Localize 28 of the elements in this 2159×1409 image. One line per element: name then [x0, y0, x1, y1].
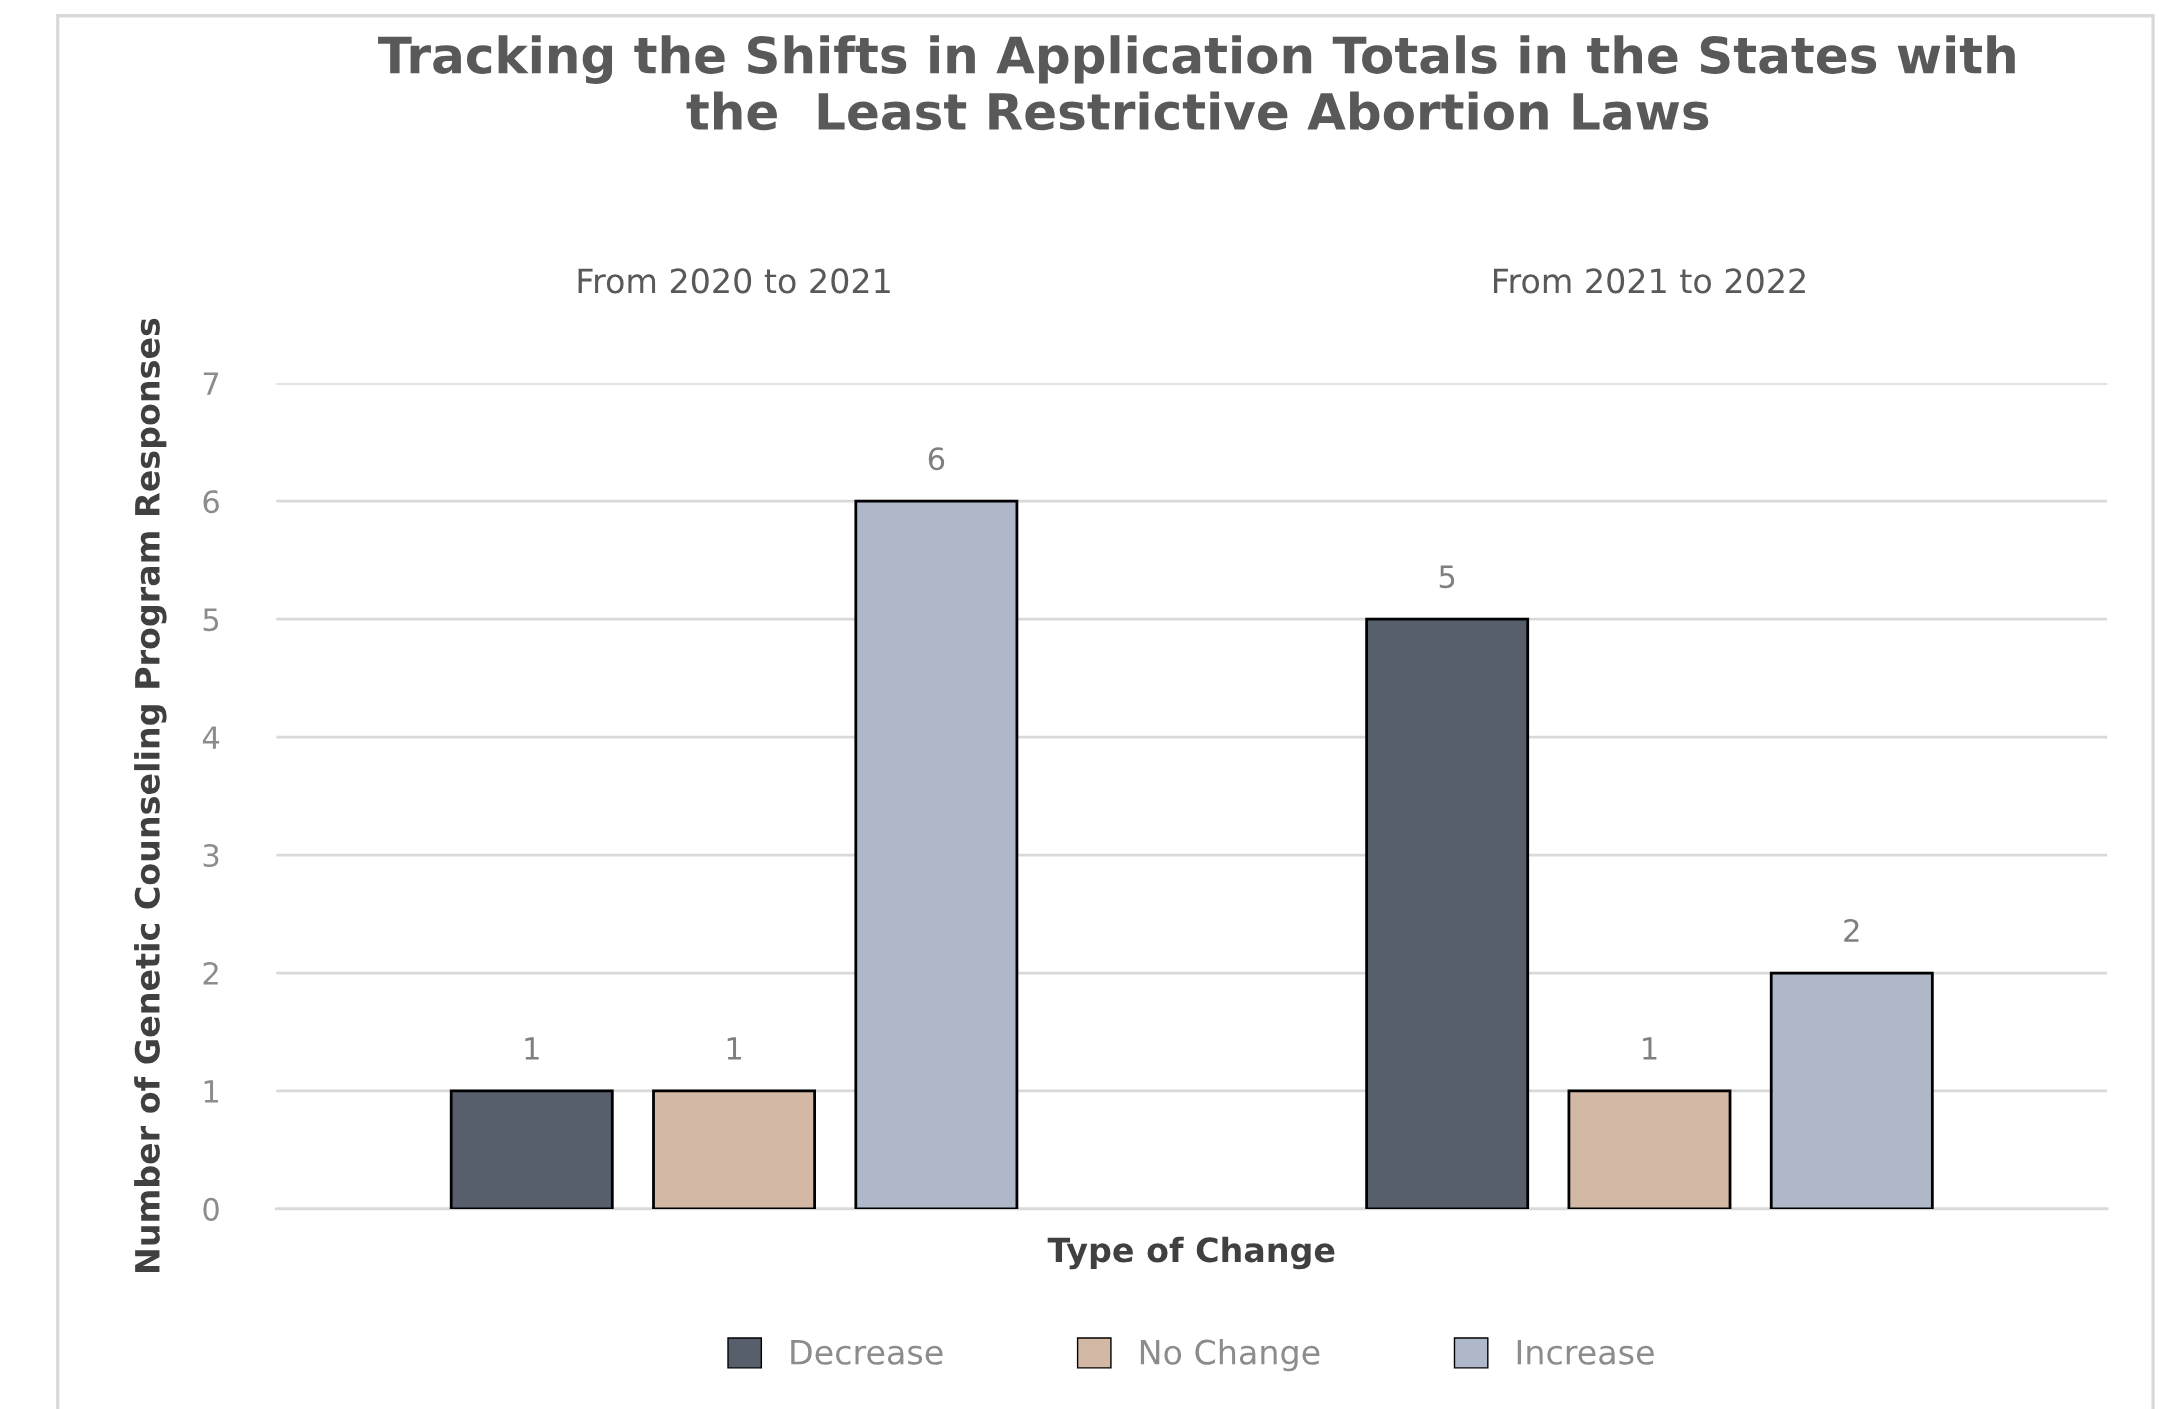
bar	[1567, 1089, 1732, 1209]
data-label: 1	[1643, 1037, 1657, 1060]
data-label: 5	[1439, 565, 1455, 589]
data-label: 6	[928, 447, 945, 471]
y-tick-label: 2	[203, 961, 218, 985]
y-tick-label: 6	[203, 490, 219, 514]
y-tick-label: 7	[203, 372, 219, 395]
data-label: 1	[727, 1037, 741, 1060]
bar	[652, 1089, 817, 1209]
bar	[1365, 617, 1530, 1209]
chart-title: Tracking the Shifts in Application Totals in the States with the Least Restrictive Abortion Laws	[378, 35, 2015, 131]
y-tick-label: 5	[203, 608, 219, 632]
legend-label: Increase	[1517, 1340, 1654, 1365]
y-axis-title: Number of Genetic Counseling Program Responses	[134, 318, 167, 1273]
x-axis-title: Type of Change	[1047, 1236, 1335, 1270]
x-tick-label: From 2020 to 2021	[578, 268, 890, 294]
y-tick-label: 4	[202, 726, 220, 749]
bar	[449, 1089, 614, 1209]
y-tick-label: 3	[203, 843, 219, 868]
bar	[854, 499, 1019, 1209]
data-label: 1	[525, 1037, 539, 1060]
y-tick-label: 1	[204, 1080, 218, 1103]
legend-label: No Change	[1140, 1339, 1320, 1372]
data-label: 2	[1844, 918, 1859, 942]
x-tick-label: From 2021 to 2022	[1494, 268, 1805, 294]
legend-label: Decrease	[791, 1340, 943, 1365]
y-tick-label: 0	[203, 1197, 219, 1221]
bar	[1769, 971, 1934, 1209]
